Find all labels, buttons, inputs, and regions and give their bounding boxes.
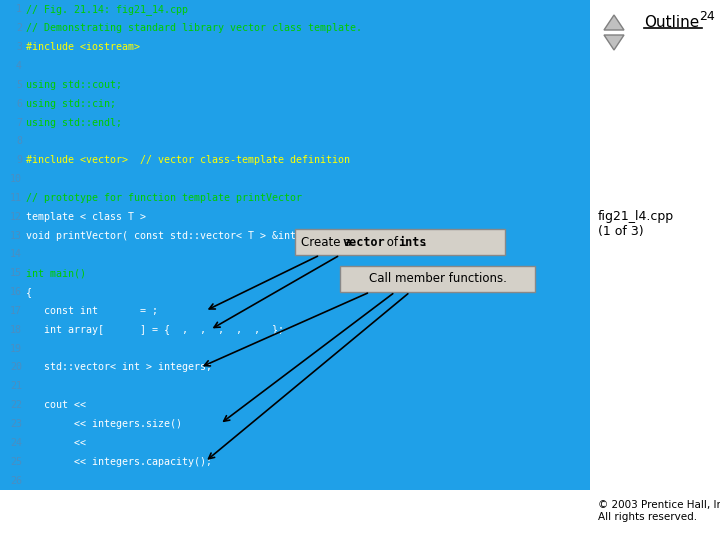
Text: 3: 3 <box>16 42 22 52</box>
Bar <box>0 490 720 540</box>
Polygon shape <box>604 15 624 30</box>
Text: << integers.capacity();: << integers.capacity(); <box>26 457 212 467</box>
Text: int main(): int main() <box>26 268 86 278</box>
Text: std::vector< int > integers;: std::vector< int > integers; <box>26 362 212 373</box>
Text: 7: 7 <box>16 118 22 127</box>
Text: ints: ints <box>398 235 426 248</box>
Text: Call member functions.: Call member functions. <box>369 273 506 286</box>
Text: int array[      ] = {  ,  ,  ,  ,  ,  };: int array[ ] = { , , , , , }; <box>26 325 284 335</box>
Text: {: { <box>26 287 32 297</box>
Text: 24: 24 <box>699 10 715 23</box>
Text: fig21_l4.cpp
(1 of 3): fig21_l4.cpp (1 of 3) <box>598 210 674 238</box>
Text: 9: 9 <box>16 155 22 165</box>
Text: 6: 6 <box>16 99 22 109</box>
Text: 5: 5 <box>16 80 22 90</box>
Text: using std::cout;: using std::cout; <box>26 80 122 90</box>
Text: 23: 23 <box>10 419 22 429</box>
Text: 17: 17 <box>10 306 22 316</box>
Text: cout <<: cout << <box>26 400 86 410</box>
Text: 20: 20 <box>10 362 22 373</box>
Text: 14: 14 <box>10 249 22 259</box>
Text: const int       = ;: const int = ; <box>26 306 158 316</box>
Text: 15: 15 <box>10 268 22 278</box>
Text: #include <iostream>: #include <iostream> <box>26 42 140 52</box>
Text: 2: 2 <box>16 23 22 33</box>
Text: Create a: Create a <box>301 235 355 248</box>
Text: © 2003 Prentice Hall, Inc.
All rights reserved.: © 2003 Prentice Hall, Inc. All rights re… <box>598 500 720 522</box>
Text: 21: 21 <box>10 381 22 391</box>
Text: #include <vector>  // vector class-template definition: #include <vector> // vector class-templa… <box>26 155 350 165</box>
Text: .: . <box>423 235 427 248</box>
Text: 8: 8 <box>16 136 22 146</box>
Text: void printVector( const std::vector< T > &integers2 );: void printVector( const std::vector< T >… <box>26 231 350 241</box>
Text: // prototype for function template printVector: // prototype for function template print… <box>26 193 302 203</box>
Text: 11: 11 <box>10 193 22 203</box>
Text: 22: 22 <box>10 400 22 410</box>
Text: template < class T >: template < class T > <box>26 212 146 222</box>
Text: // Fig. 21.14: fig21_14.cpp: // Fig. 21.14: fig21_14.cpp <box>26 4 188 15</box>
Text: of: of <box>383 235 402 248</box>
Text: 19: 19 <box>10 343 22 354</box>
Text: 12: 12 <box>10 212 22 222</box>
Text: 26: 26 <box>10 476 22 485</box>
Text: 4: 4 <box>16 61 22 71</box>
Text: 10: 10 <box>10 174 22 184</box>
Text: Outline: Outline <box>644 15 699 30</box>
Text: using std::cin;: using std::cin; <box>26 99 116 109</box>
Text: 18: 18 <box>10 325 22 335</box>
Text: 16: 16 <box>10 287 22 297</box>
Text: 13: 13 <box>10 231 22 241</box>
Text: 25: 25 <box>10 457 22 467</box>
Text: << integers.size(): << integers.size() <box>26 419 182 429</box>
Text: vector: vector <box>343 235 386 248</box>
Text: <<: << <box>26 438 86 448</box>
Bar <box>590 0 720 540</box>
Text: 24: 24 <box>10 438 22 448</box>
Bar <box>340 266 535 292</box>
Text: using std::endl;: using std::endl; <box>26 118 122 127</box>
Bar <box>0 0 590 490</box>
Polygon shape <box>604 35 624 50</box>
Text: // Demonstrating standard library vector class template.: // Demonstrating standard library vector… <box>26 23 362 33</box>
Text: 1: 1 <box>16 4 22 15</box>
Bar <box>295 229 505 255</box>
